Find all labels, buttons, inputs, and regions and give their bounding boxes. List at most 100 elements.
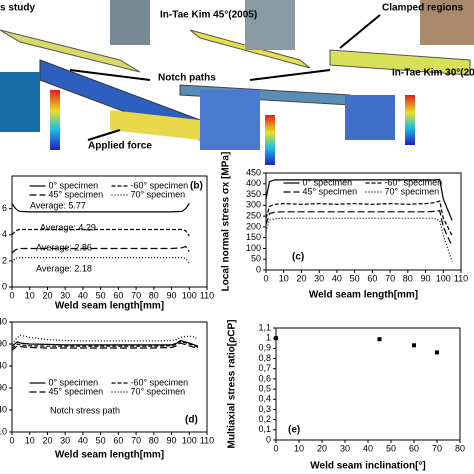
series-line bbox=[265, 210, 453, 247]
series-line bbox=[11, 228, 190, 237]
y-tick-label: 240 bbox=[0, 316, 7, 326]
y-tick-label: 2 bbox=[2, 255, 7, 265]
y-tick-label: 0,4 bbox=[258, 394, 271, 404]
series-line bbox=[265, 217, 453, 262]
colorbar bbox=[405, 95, 415, 145]
y-tick-label: 0,1 bbox=[258, 424, 271, 434]
x-tick-label: 60 bbox=[113, 435, 123, 445]
y-tick-label: 200 bbox=[246, 221, 261, 231]
x-tick-label: 10 bbox=[279, 273, 289, 283]
legend-label: 0° specimen bbox=[49, 180, 99, 190]
point bbox=[377, 337, 382, 342]
y-tick-label: 250 bbox=[246, 210, 261, 220]
legend-label: -60° specimen bbox=[131, 180, 189, 190]
y-tick-label: 0,9 bbox=[258, 343, 271, 353]
panel-text: s study bbox=[0, 3, 35, 14]
colorbar bbox=[265, 115, 275, 165]
x-tick-label: 100 bbox=[182, 290, 197, 300]
x-tick-label: 90 bbox=[421, 273, 431, 283]
x-tick-label: 20 bbox=[42, 290, 52, 300]
y-tick-label: 0,8 bbox=[258, 353, 271, 363]
annotation: Average: 2.86 bbox=[36, 242, 92, 252]
y-tick-label: 350 bbox=[246, 189, 261, 199]
x-tick-label: 50 bbox=[386, 443, 396, 453]
x-tick-label: 0 bbox=[273, 443, 278, 453]
point bbox=[412, 343, 416, 348]
inset bbox=[0, 72, 40, 132]
beam bbox=[0, 29, 141, 73]
y-tick-label: 100 bbox=[246, 243, 261, 253]
series-line bbox=[11, 342, 199, 352]
panel-label: (c) bbox=[292, 252, 304, 263]
x-tick-label: 0 bbox=[9, 290, 14, 300]
fe-models: s study In-Tae Kim 45°(2005) Clamped reg… bbox=[0, 0, 474, 165]
colorbar bbox=[50, 90, 60, 150]
legend-label: 0° specimen bbox=[49, 377, 99, 387]
series-line bbox=[11, 245, 190, 254]
annotation: Average: 4.29 bbox=[40, 222, 96, 232]
legend-label: -60° specimen bbox=[131, 377, 189, 387]
series-line bbox=[11, 340, 199, 349]
x-axis-label: Weld seam length[mm] bbox=[55, 301, 164, 312]
series-line bbox=[265, 200, 453, 236]
y-tick-label: 0,6 bbox=[258, 373, 271, 383]
x-tick-label: 80 bbox=[149, 290, 159, 300]
annotation: Average: 5.77 bbox=[30, 200, 86, 210]
inset bbox=[420, 0, 474, 45]
inset bbox=[200, 90, 260, 150]
x-axis-label: Weld seam length[mm] bbox=[55, 450, 164, 461]
panel-text: Applied force bbox=[88, 141, 152, 152]
x-tick-label: 20 bbox=[317, 443, 327, 453]
series-line bbox=[11, 203, 190, 213]
x-tick-label: 70 bbox=[432, 443, 442, 453]
annotation: Notch stress path bbox=[50, 405, 120, 415]
plot-frame bbox=[11, 321, 208, 433]
legend-label: 70° specimen bbox=[131, 386, 186, 396]
beam-end bbox=[110, 110, 200, 140]
x-tick-label: 80 bbox=[149, 435, 159, 445]
legend-label: 0° specimen bbox=[303, 177, 353, 187]
series-line bbox=[11, 334, 199, 345]
y-tick-label: 50 bbox=[251, 254, 261, 264]
x-tick-label: 30 bbox=[314, 273, 324, 283]
panel-text: In-Tae Kim 45°(2005) bbox=[160, 10, 257, 21]
x-tick-label: 80 bbox=[455, 443, 465, 453]
y-tick-label: 1 bbox=[266, 333, 271, 343]
legend-label: -60° specimen bbox=[385, 177, 443, 187]
inset bbox=[345, 95, 395, 140]
y-tick-label: 4 bbox=[2, 229, 7, 239]
x-tick-label: 90 bbox=[167, 290, 177, 300]
panel-label: (d) bbox=[185, 415, 198, 426]
x-tick-label: 20 bbox=[296, 273, 306, 283]
y-tick-label: 0,2 bbox=[258, 414, 271, 424]
arrow bbox=[69, 69, 151, 81]
x-tick-label: 50 bbox=[96, 435, 106, 445]
x-tick-label: 30 bbox=[60, 435, 70, 445]
panel-text: In-Tae Kim 30°(2006 bbox=[392, 68, 474, 79]
y-tick-label: 0,3 bbox=[258, 404, 271, 414]
legend-label: 45° specimen bbox=[49, 189, 104, 199]
x-axis-label: Weld seam length[mm] bbox=[309, 290, 418, 301]
y-tick-label: 90 bbox=[0, 382, 7, 392]
y-tick-label: 150 bbox=[246, 232, 261, 242]
arrow bbox=[339, 14, 381, 49]
y-tick-label: -10 bbox=[0, 426, 7, 436]
y-tick-label: 1,1 bbox=[258, 322, 271, 332]
x-tick-label: 100 bbox=[182, 435, 197, 445]
arrow bbox=[87, 129, 121, 141]
inset bbox=[245, 0, 295, 50]
panel-label: (b) bbox=[190, 181, 203, 192]
y-tick-label: 0,5 bbox=[258, 383, 271, 393]
y-tick-label: 450 bbox=[246, 167, 261, 177]
series-line bbox=[11, 257, 190, 264]
arrow bbox=[249, 69, 331, 81]
x-tick-label: 110 bbox=[454, 273, 468, 283]
x-tick-label: 0 bbox=[9, 435, 14, 445]
plot-frame bbox=[11, 175, 208, 288]
x-tick-label: 60 bbox=[367, 273, 377, 283]
annotation: Average: 2.18 bbox=[36, 263, 92, 273]
inset bbox=[110, 0, 150, 45]
y-tick-label: 0,7 bbox=[258, 363, 271, 373]
y-tick-label: 6 bbox=[2, 203, 7, 213]
